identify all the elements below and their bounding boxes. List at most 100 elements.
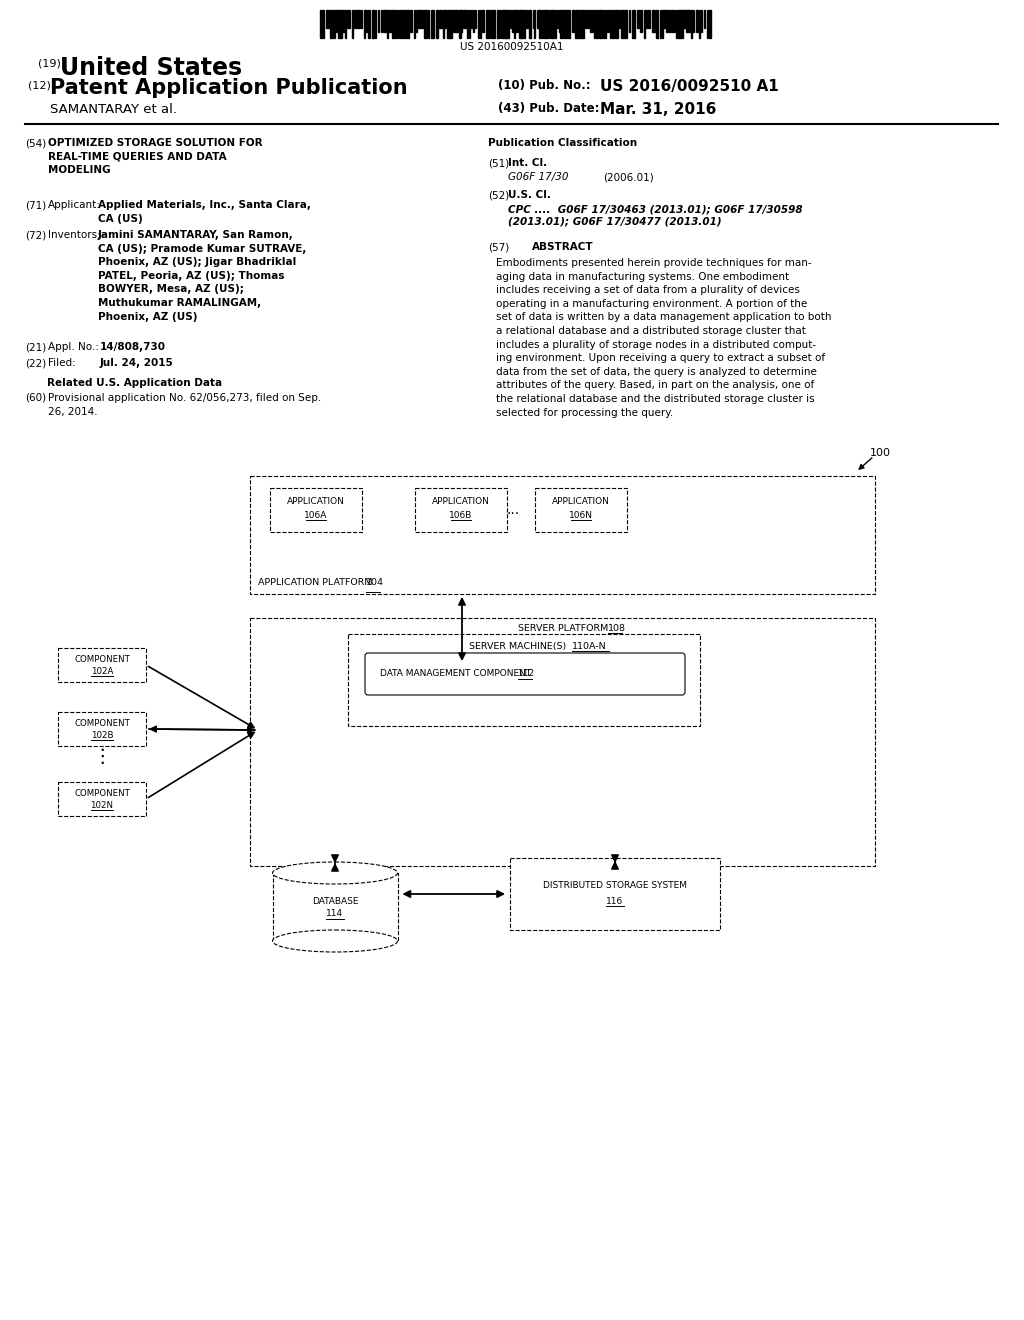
Text: COMPONENT: COMPONENT bbox=[74, 655, 130, 664]
Bar bbox=[564, 11, 567, 38]
Bar bbox=[492, 11, 495, 38]
Text: 112: 112 bbox=[518, 669, 536, 678]
Bar bbox=[615, 11, 618, 38]
Bar bbox=[336, 11, 338, 32]
Bar bbox=[348, 634, 700, 726]
Text: 100: 100 bbox=[870, 447, 891, 458]
Text: G06F 17/30: G06F 17/30 bbox=[508, 172, 568, 182]
Bar bbox=[678, 11, 680, 38]
Bar bbox=[551, 11, 554, 38]
Text: APPLICATION: APPLICATION bbox=[432, 498, 489, 507]
Text: Mar. 31, 2016: Mar. 31, 2016 bbox=[600, 102, 717, 117]
Bar bbox=[666, 11, 668, 32]
Bar bbox=[632, 11, 635, 38]
Bar bbox=[420, 11, 423, 28]
Text: (43) Pub. Date:: (43) Pub. Date: bbox=[498, 102, 599, 115]
Text: (54): (54) bbox=[25, 139, 46, 148]
Text: 102B: 102B bbox=[91, 730, 114, 739]
Text: Jamini SAMANTARAY, San Ramon,
CA (US); Pramode Kumar SUTRAVE,
Phoenix, AZ (US); : Jamini SAMANTARAY, San Ramon, CA (US); P… bbox=[98, 230, 306, 322]
Bar bbox=[342, 11, 344, 32]
Text: (57): (57) bbox=[488, 242, 509, 252]
Bar bbox=[581, 11, 584, 38]
Text: Inventors:: Inventors: bbox=[48, 230, 100, 240]
Bar bbox=[392, 11, 394, 38]
Text: (60): (60) bbox=[25, 393, 46, 403]
Bar bbox=[671, 11, 673, 32]
Text: ⋮: ⋮ bbox=[92, 747, 112, 767]
Bar bbox=[535, 488, 627, 532]
Text: OPTIMIZED STORAGE SOLUTION FOR
REAL-TIME QUERIES AND DATA
MODELING: OPTIMIZED STORAGE SOLUTION FOR REAL-TIME… bbox=[48, 139, 262, 176]
Text: US 2016/0092510 A1: US 2016/0092510 A1 bbox=[600, 79, 778, 94]
Bar bbox=[599, 11, 602, 38]
Bar bbox=[526, 11, 528, 28]
Text: Publication Classification: Publication Classification bbox=[488, 139, 638, 148]
Text: (22): (22) bbox=[25, 358, 46, 368]
Text: Jul. 24, 2015: Jul. 24, 2015 bbox=[100, 358, 174, 368]
Text: 116: 116 bbox=[606, 896, 624, 906]
Bar bbox=[681, 11, 683, 38]
Text: 114: 114 bbox=[327, 909, 344, 919]
Bar bbox=[326, 11, 329, 28]
Text: U.S. Cl.: U.S. Cl. bbox=[508, 190, 551, 201]
Bar bbox=[338, 11, 340, 38]
Text: (10) Pub. No.:: (10) Pub. No.: bbox=[498, 79, 591, 92]
Bar bbox=[340, 11, 342, 38]
Bar bbox=[688, 11, 690, 32]
Bar bbox=[250, 618, 874, 866]
Text: COMPONENT: COMPONENT bbox=[74, 788, 130, 797]
Bar bbox=[502, 11, 504, 38]
Bar bbox=[385, 11, 387, 32]
Bar bbox=[539, 11, 541, 38]
Text: Appl. No.:: Appl. No.: bbox=[48, 342, 99, 352]
Text: (12): (12) bbox=[28, 81, 51, 90]
Bar bbox=[58, 781, 146, 816]
Text: DATA MANAGEMENT COMPONENT: DATA MANAGEMENT COMPONENT bbox=[380, 669, 535, 678]
Bar bbox=[463, 11, 465, 28]
Bar bbox=[447, 11, 450, 38]
Bar bbox=[640, 11, 642, 32]
Bar bbox=[546, 11, 548, 38]
Bar bbox=[607, 11, 609, 32]
Bar bbox=[544, 11, 546, 38]
FancyBboxPatch shape bbox=[365, 653, 685, 696]
Text: (51): (51) bbox=[488, 158, 509, 168]
Text: (21): (21) bbox=[25, 342, 46, 352]
Text: SERVER PLATFORM: SERVER PLATFORM bbox=[517, 624, 610, 634]
Bar bbox=[272, 873, 397, 941]
Bar bbox=[418, 11, 420, 28]
Bar bbox=[497, 11, 499, 38]
Bar bbox=[537, 11, 539, 28]
Bar bbox=[612, 11, 614, 38]
Bar bbox=[453, 11, 456, 32]
Text: (19): (19) bbox=[38, 58, 60, 69]
Text: (52): (52) bbox=[488, 190, 509, 201]
Bar bbox=[575, 11, 577, 38]
Text: DATABASE: DATABASE bbox=[311, 896, 358, 906]
Text: CPC ....  G06F 17/30463 (2013.01); G06F 17/30598: CPC .... G06F 17/30463 (2013.01); G06F 1… bbox=[508, 205, 803, 214]
Text: Applied Materials, Inc., Santa Clara,
CA (US): Applied Materials, Inc., Santa Clara, CA… bbox=[98, 201, 311, 223]
Text: Embodiments presented herein provide techniques for man-
aging data in manufactu: Embodiments presented herein provide tec… bbox=[496, 257, 831, 417]
Bar bbox=[322, 11, 324, 38]
Bar bbox=[250, 477, 874, 594]
Text: 110A-N: 110A-N bbox=[572, 642, 606, 651]
Bar bbox=[522, 11, 525, 38]
Text: (72): (72) bbox=[25, 230, 46, 240]
Bar bbox=[424, 11, 427, 38]
Bar bbox=[389, 11, 391, 32]
Bar bbox=[58, 711, 146, 746]
Bar bbox=[621, 11, 623, 38]
Bar bbox=[510, 858, 720, 931]
Bar bbox=[415, 488, 507, 532]
Text: APPLICATION: APPLICATION bbox=[287, 498, 345, 507]
Text: (2013.01); G06F 17/30477 (2013.01): (2013.01); G06F 17/30477 (2013.01) bbox=[508, 216, 722, 226]
Bar bbox=[368, 11, 370, 38]
Bar bbox=[572, 11, 574, 32]
Text: 108: 108 bbox=[607, 624, 626, 634]
Text: Patent Application Publication: Patent Application Publication bbox=[50, 78, 408, 98]
Text: COMPONENT: COMPONENT bbox=[74, 718, 130, 727]
Bar bbox=[383, 11, 385, 32]
Bar bbox=[663, 11, 666, 28]
Bar bbox=[330, 11, 333, 38]
Bar bbox=[365, 11, 367, 32]
Text: DISTRIBUTED STORAGE SYSTEM: DISTRIBUTED STORAGE SYSTEM bbox=[543, 882, 687, 891]
